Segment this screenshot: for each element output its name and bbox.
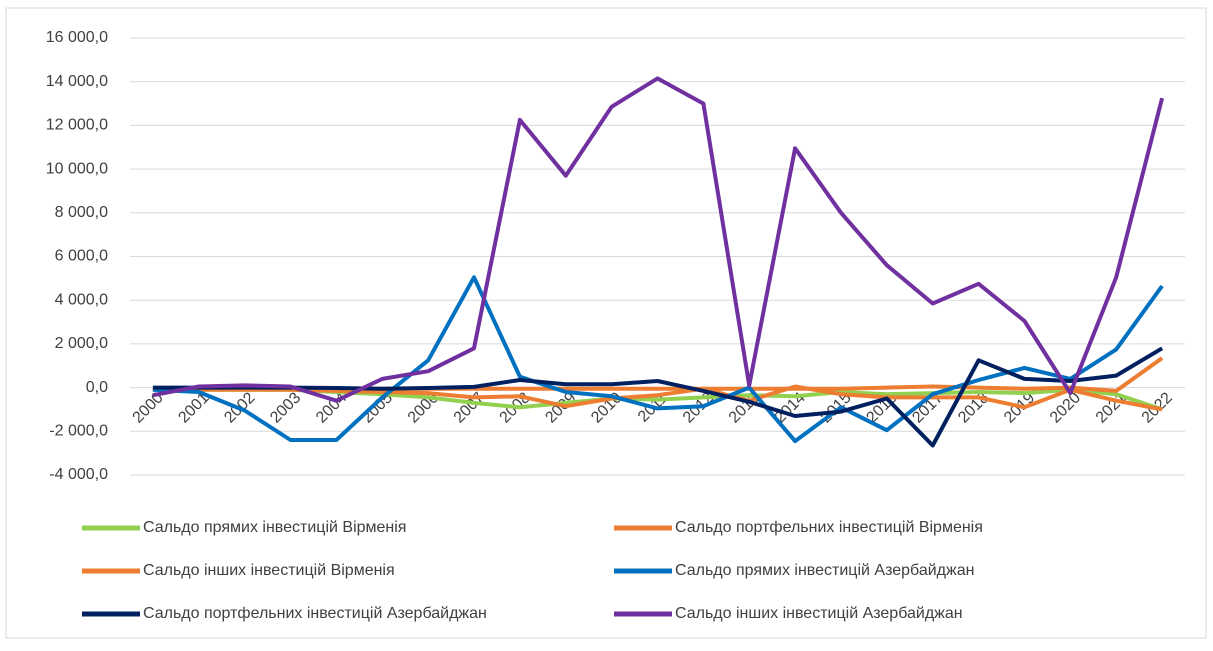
y-tick-label: 8 000,0 <box>55 204 108 221</box>
legend-label: Сальдо прямих інвестицій Вірменія <box>143 519 406 536</box>
y-tick-label: 12 000,0 <box>46 117 108 134</box>
y-tick-label: 10 000,0 <box>46 160 108 177</box>
legend-label: Сальдо інших інвестицій Азербайджан <box>675 605 963 622</box>
y-tick-label: 6 000,0 <box>55 248 108 265</box>
y-tick-label: -4 000,0 <box>49 466 108 483</box>
legend-label: Сальдо портфельних інвестицій Азербайджа… <box>143 605 487 622</box>
y-tick-label: 16 000,0 <box>46 29 108 46</box>
y-tick-label: 2 000,0 <box>55 335 108 352</box>
y-tick-label: 14 000,0 <box>46 73 108 90</box>
legend-label: Сальдо портфельних інвестицій Вірменія <box>675 519 983 536</box>
series-line <box>152 384 1163 412</box>
legend-label: Сальдо інших інвестицій Вірменія <box>143 562 395 579</box>
legend-label: Сальдо прямих інвестицій Азербайджан <box>675 562 974 579</box>
y-tick-label: 0,0 <box>86 379 108 396</box>
y-tick-label: -2 000,0 <box>49 423 108 440</box>
series-line <box>152 76 1165 403</box>
y-tick-label: 4 000,0 <box>55 291 108 308</box>
series-line <box>152 346 1164 448</box>
series-line <box>152 275 1164 444</box>
